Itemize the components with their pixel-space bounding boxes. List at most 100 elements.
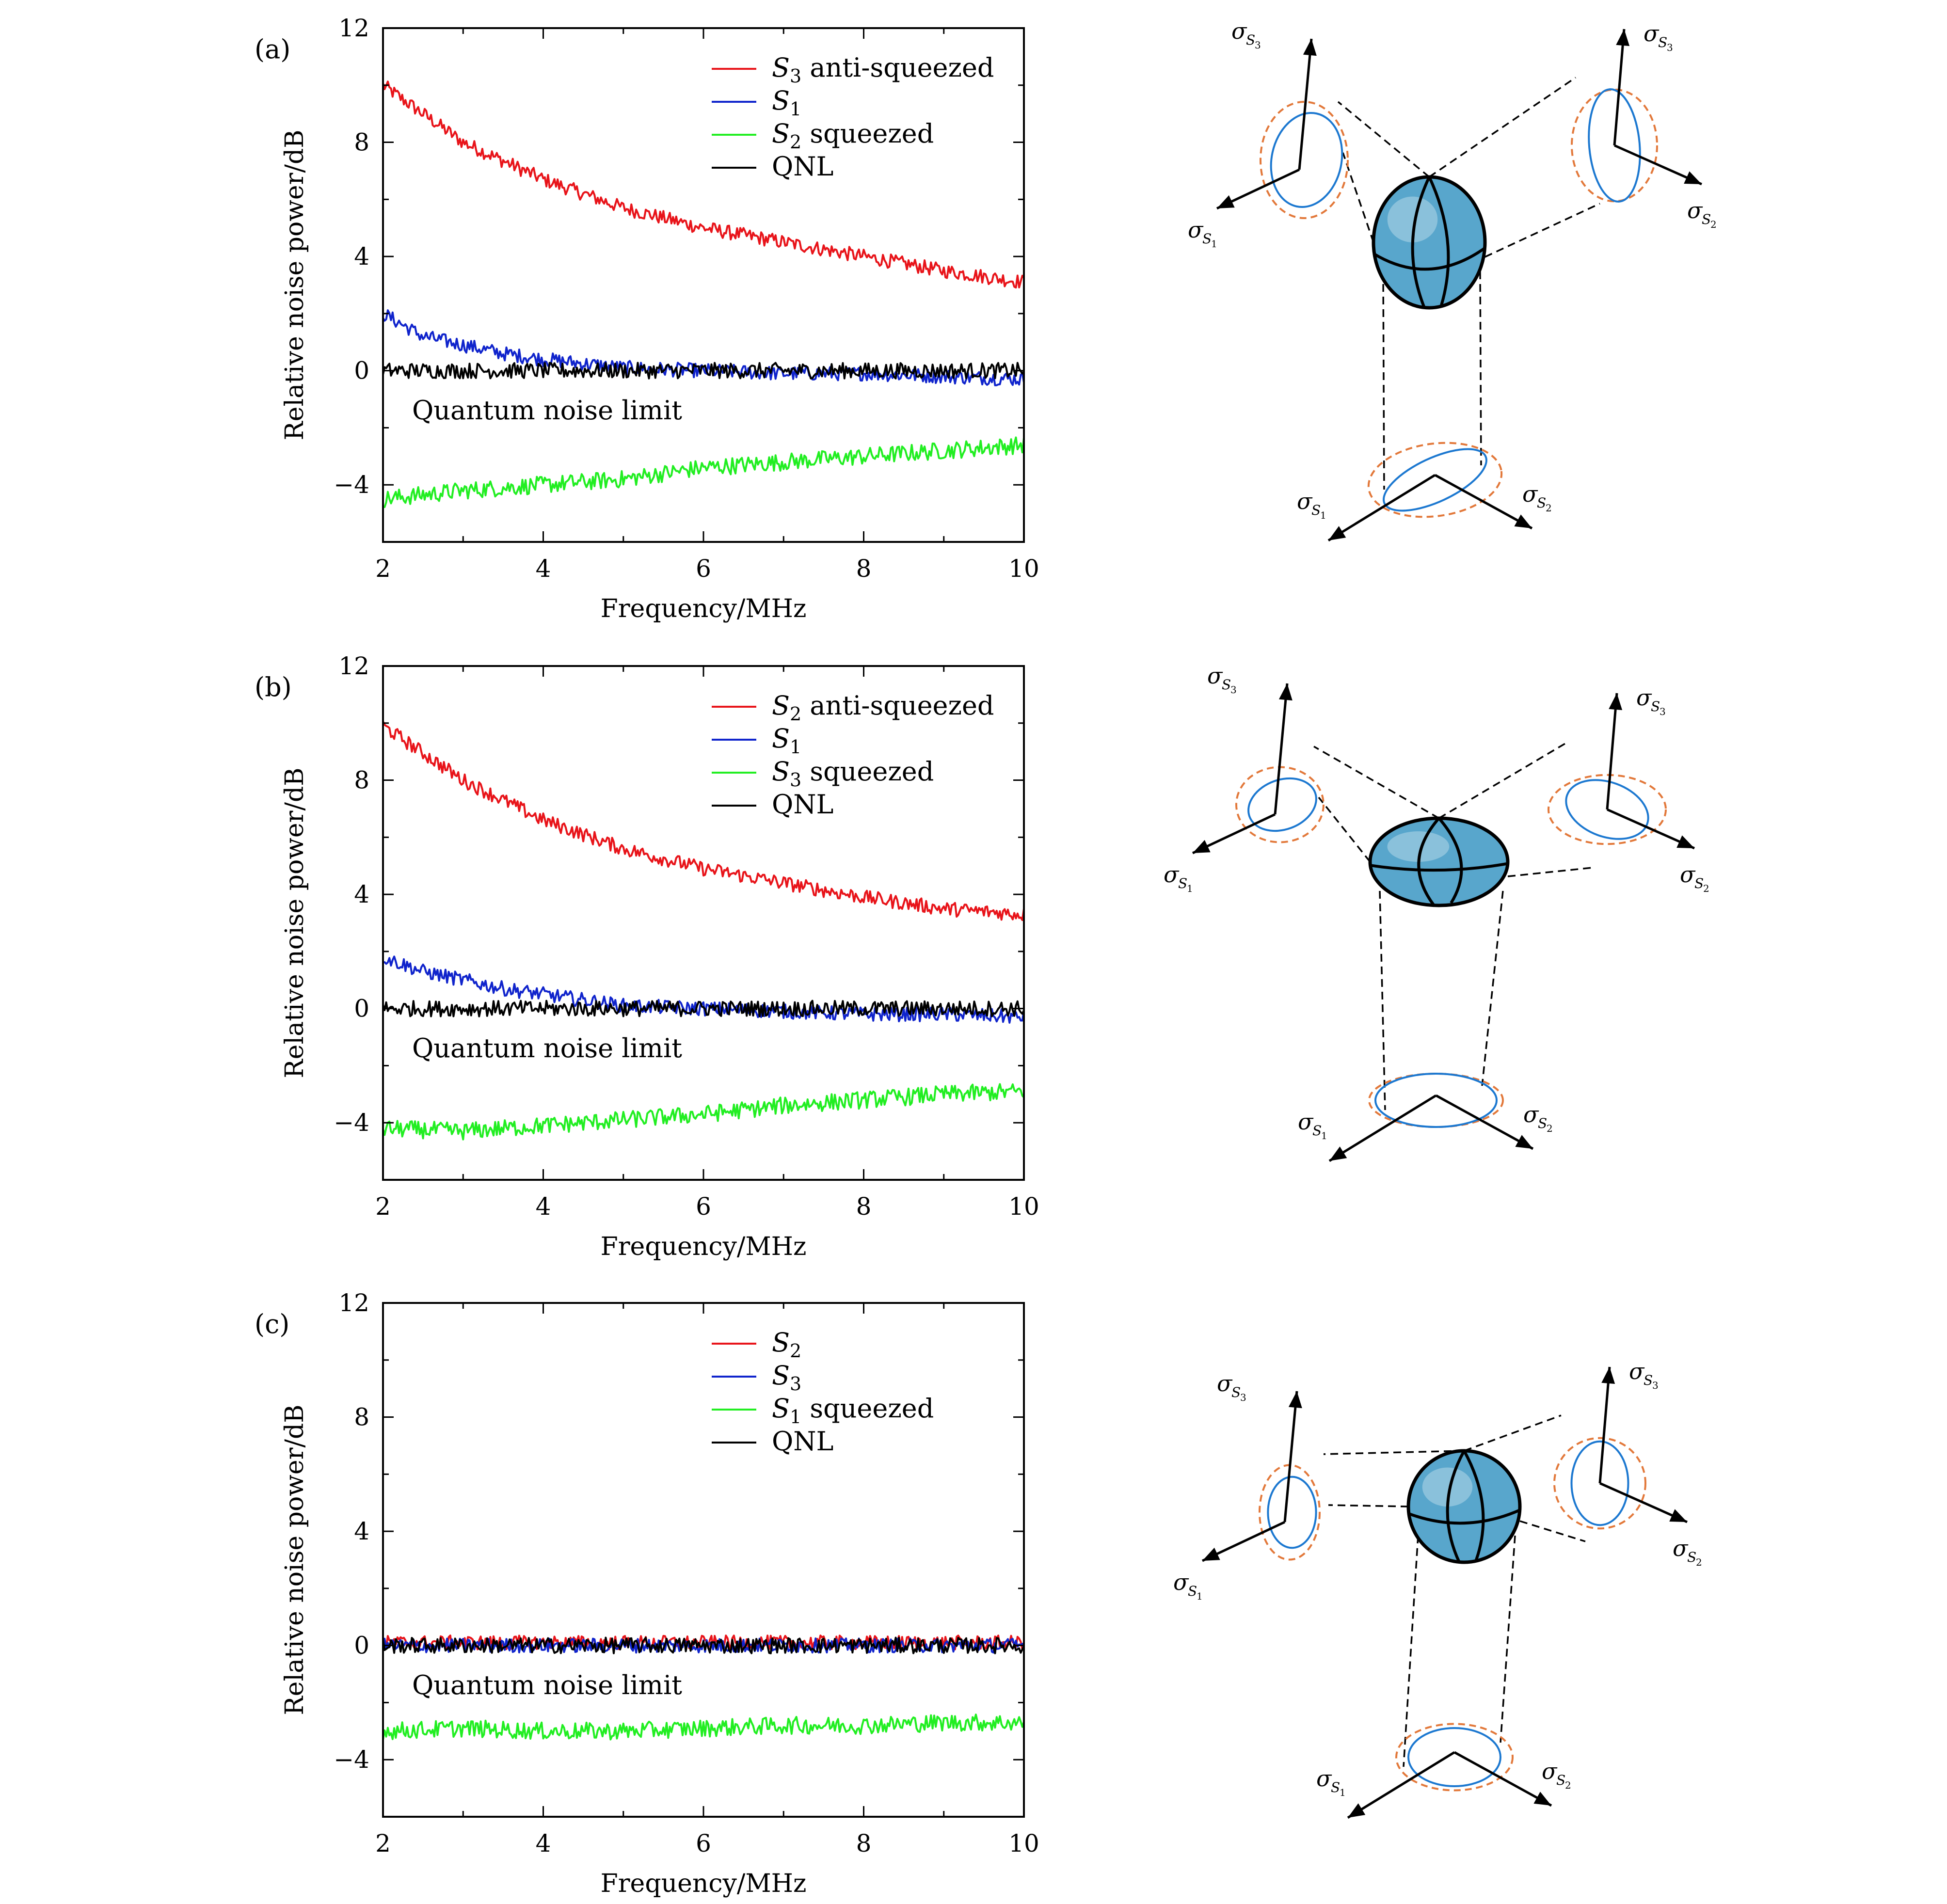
legend-entry: QNL — [772, 151, 833, 182]
axis-arrow-s2 — [1434, 474, 1533, 530]
axis-arrow-s1-head — [1193, 840, 1211, 853]
y-tick-label: 8 — [354, 766, 369, 794]
sigma-subscript-s: S — [1556, 1772, 1565, 1788]
legend-subscript: 2 — [790, 703, 801, 725]
coherent-state-circle — [1395, 1723, 1514, 1792]
projection-dash — [1507, 867, 1593, 877]
squeezed-ellipse — [1267, 1476, 1317, 1549]
sigma-symbol: σ — [1636, 684, 1652, 711]
y-tick-label: 0 — [354, 357, 369, 385]
sigma-symbol: σ — [1217, 1370, 1233, 1396]
axis-arrow-s2-head — [1514, 514, 1532, 528]
x-tick-label: 8 — [856, 1192, 872, 1221]
legend-subscript: 1 — [790, 98, 801, 120]
axis-arrow-s2 — [1435, 1094, 1534, 1150]
legend-text: squeezed — [801, 118, 934, 149]
legend-text: anti-squeezed — [801, 690, 994, 721]
axis-label-s2: σS2 — [1522, 481, 1552, 514]
projection-dash — [1313, 746, 1439, 819]
sigma-subscript-s: S — [1651, 698, 1660, 714]
legend-symbol: S — [772, 756, 790, 787]
sphere-body — [1372, 175, 1487, 310]
legend-entry: QNL — [772, 1426, 833, 1457]
y-tick-label: 0 — [354, 995, 369, 1023]
projection-dash — [1382, 271, 1385, 490]
legend-text: squeezed — [801, 1393, 934, 1424]
projection-dash — [1519, 1520, 1586, 1542]
legend-symbol: S — [772, 85, 790, 116]
sigma-subscript-index: 3 — [1230, 684, 1237, 696]
sigma-subscript-index: 2 — [1703, 883, 1709, 894]
x-tick-label: 2 — [375, 1829, 391, 1857]
squeezed-ellipse — [1570, 1440, 1629, 1526]
y-tick-label: −4 — [334, 471, 369, 499]
series-line-red — [382, 80, 1025, 289]
sigma-symbol: σ — [1680, 861, 1696, 888]
series-line-red — [382, 721, 1025, 921]
sphere-body — [1368, 816, 1510, 907]
x-tick-label: 6 — [696, 555, 711, 583]
legend-entry: QNL — [772, 789, 833, 820]
axis-label-s1: σS1 — [1297, 488, 1326, 521]
sigma-subscript-index: 1 — [1321, 1130, 1327, 1142]
y-axis-label: Relative noise power/dB — [280, 768, 309, 1079]
axis-arrow-s3-head — [1609, 693, 1623, 711]
sigma-symbol: σ — [1644, 20, 1660, 47]
y-axis-label: Relative noise power/dB — [280, 1405, 309, 1715]
sigma-symbol: σ — [1629, 1358, 1645, 1384]
coherent-state-circle — [1571, 88, 1658, 203]
sigma-symbol: σ — [1542, 1758, 1558, 1784]
sphere-meridian — [1428, 176, 1450, 306]
projection-dash — [1464, 1414, 1562, 1452]
sigma-subscript-s: S — [1312, 1123, 1322, 1139]
sigma-subscript-s: S — [1537, 495, 1546, 511]
x-tick-label: 6 — [696, 1829, 711, 1857]
x-tick-label: 4 — [536, 555, 551, 583]
annotation-quantum-noise-limit: Quantum noise limit — [412, 1670, 682, 1700]
sigma-subscript-index: 1 — [1187, 883, 1193, 894]
legend-text: squeezed — [801, 756, 934, 787]
axis-arrow-s3 — [1613, 29, 1626, 146]
axis-arrow-s1 — [1328, 1094, 1437, 1162]
sigma-subscript-index: 3 — [1652, 1380, 1659, 1391]
y-tick-label: 4 — [354, 1517, 369, 1545]
annotation-quantum-noise-limit: Quantum noise limit — [412, 395, 682, 426]
axis-arrow-s2-head — [1515, 1135, 1533, 1149]
sigma-subscript-s: S — [1702, 211, 1711, 227]
legend-symbol: S — [772, 1360, 790, 1391]
axis-arrow-s3-head — [1303, 39, 1317, 56]
sigma-subscript-s: S — [1222, 677, 1231, 693]
legend-entry: S3 — [772, 1360, 801, 1395]
coherent-state-circle — [1553, 1437, 1646, 1530]
y-tick-label: 8 — [354, 1403, 369, 1431]
sphere-equator — [1372, 247, 1486, 271]
x-tick-label: 2 — [375, 555, 391, 583]
series-line-green — [382, 1714, 1025, 1741]
sigma-subscript-s: S — [1178, 875, 1187, 891]
x-tick-label: 4 — [536, 1192, 551, 1221]
legend-subscript: 2 — [790, 131, 801, 153]
axis-arrow-s2-head — [1676, 835, 1694, 848]
sigma-subscript-index: 3 — [1660, 706, 1666, 717]
axis-label-s1: σS1 — [1164, 861, 1193, 894]
axis-arrow-s3 — [1274, 683, 1289, 815]
legend-text: QNL — [772, 1426, 833, 1457]
axis-label-s1: σS1 — [1173, 1569, 1203, 1602]
axis-label-s2: σS2 — [1523, 1101, 1553, 1134]
axis-arrow-s1 — [1347, 1751, 1455, 1819]
sigma-subscript-index: 1 — [1197, 1590, 1203, 1602]
axis-label-s3: σS3 — [1629, 1358, 1659, 1391]
x-tick-label: 8 — [856, 1829, 872, 1857]
axis-arrow-s1-head — [1202, 1547, 1220, 1561]
x-axis-label: Frequency/MHz — [601, 1232, 807, 1261]
